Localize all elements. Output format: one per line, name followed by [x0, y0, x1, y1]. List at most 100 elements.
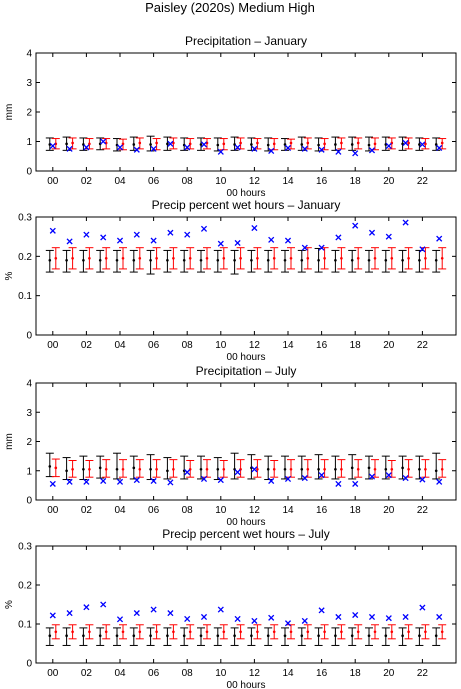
observed-point	[167, 229, 174, 236]
x-tick-label: 16	[316, 176, 328, 187]
x-tick-label: 16	[316, 340, 328, 351]
errorbar-mean-point	[390, 467, 394, 471]
errorbar-mean-point	[334, 467, 337, 471]
x-tick-label: 22	[417, 505, 429, 516]
observed-point	[200, 141, 208, 148]
errorbar-mean-point	[418, 143, 421, 146]
errorbar-mean-point	[390, 630, 394, 634]
observed-point	[436, 613, 443, 621]
errorbar-mean-point	[384, 634, 388, 637]
errorbar-mean-point	[104, 630, 108, 634]
errorbar-mean-point	[407, 630, 410, 634]
observed-point	[268, 147, 275, 154]
observed-point	[352, 611, 359, 619]
x-tick-label: 08	[182, 340, 194, 351]
observed-point	[251, 224, 258, 232]
observed-point	[217, 240, 224, 247]
y-tick-label: 3	[26, 408, 32, 419]
errorbar-mean-point	[350, 466, 354, 470]
errorbar-mean-point	[182, 258, 186, 262]
x-tick-label: 22	[417, 340, 429, 351]
x-tick-label: 04	[114, 340, 126, 351]
errorbar-mean-point	[340, 141, 343, 145]
observed-point	[49, 612, 56, 619]
x-tick-label: 06	[148, 668, 160, 679]
observed-point	[217, 477, 224, 484]
x-tick-label: 12	[249, 340, 261, 351]
errorbar-mean-point	[71, 467, 74, 471]
plot-area	[35, 52, 457, 172]
y-tick-label: 2	[26, 437, 32, 448]
errorbar-mean-point	[401, 258, 404, 262]
y-tick-label: 4	[26, 49, 32, 60]
errorbar-mean-point	[222, 630, 226, 634]
observed-point	[234, 239, 241, 247]
errorbar-mean-point	[300, 467, 304, 471]
observed-point	[318, 607, 325, 614]
errorbar-mean-point	[407, 141, 410, 145]
x-tick-label: 06	[148, 176, 160, 187]
errorbar-mean-point	[350, 143, 354, 146]
observed-point	[234, 615, 241, 622]
errorbar-mean-point	[239, 630, 242, 634]
x-tick-label: 06	[148, 340, 160, 351]
errorbar-mean-point	[272, 467, 276, 471]
errorbar-mean-point	[138, 630, 142, 634]
errorbar-mean-point	[373, 467, 377, 471]
errorbar-mean-point	[306, 257, 310, 260]
observed-point	[352, 222, 359, 229]
observed-point	[385, 142, 392, 149]
observed-point	[167, 140, 174, 147]
x-tick-label: 06	[148, 505, 160, 516]
observed-point	[234, 469, 241, 476]
errorbar-series-1	[45, 135, 441, 152]
x-tick-label: 02	[81, 505, 93, 516]
errorbar-mean-point	[350, 634, 354, 637]
y-tick-label: 0.3	[18, 213, 32, 224]
errorbar-series-2	[51, 458, 447, 478]
x-tick-label: 18	[350, 505, 362, 516]
x-tick-label: 12	[249, 668, 261, 679]
errorbar-mean-point	[172, 630, 175, 634]
errorbar-mean-point	[266, 143, 270, 147]
errorbar-mean-point	[166, 142, 169, 146]
observed-point	[133, 146, 140, 153]
x-axis-label: 00 hours	[227, 517, 266, 528]
observed-series	[49, 138, 443, 157]
errorbar-mean-point	[149, 143, 152, 146]
errorbar-mean-point	[239, 257, 242, 260]
errorbar-series-1	[45, 627, 441, 646]
errorbar-mean-point	[323, 467, 326, 471]
observed-point	[301, 244, 308, 251]
errorbar-mean-point	[317, 258, 320, 262]
errorbar-mean-point	[350, 258, 354, 262]
errorbar-mean-point	[384, 467, 388, 471]
errorbar-mean-point	[300, 258, 304, 262]
observed-point	[368, 229, 376, 236]
observed-point	[217, 148, 224, 155]
errorbar-mean-point	[418, 467, 421, 471]
errorbar-mean-point	[418, 634, 421, 637]
x-tick-label: 14	[282, 505, 294, 516]
errorbar-mean-point	[384, 258, 388, 262]
observed-point	[352, 480, 359, 487]
observed-point	[419, 476, 426, 483]
errorbar-mean-point	[407, 257, 410, 260]
errorbar-mean-point	[283, 258, 287, 262]
errorbar-mean-point	[138, 141, 142, 145]
errorbar-mean-point	[356, 630, 360, 634]
errorbar-mean-point	[149, 467, 152, 471]
errorbar-mean-point	[54, 466, 58, 470]
x-tick-label: 16	[316, 668, 328, 679]
observed-point	[335, 148, 342, 155]
observed-point	[318, 472, 325, 479]
errorbar-mean-point	[88, 142, 91, 146]
x-tick-label: 10	[215, 340, 227, 351]
observed-point	[66, 238, 73, 245]
errorbar-mean-point	[155, 630, 158, 634]
errorbar-mean-point	[138, 257, 142, 260]
errorbar-mean-point	[48, 634, 52, 637]
observed-point	[49, 227, 56, 234]
observed-point	[385, 615, 392, 622]
errorbar-mean-point	[407, 467, 410, 471]
